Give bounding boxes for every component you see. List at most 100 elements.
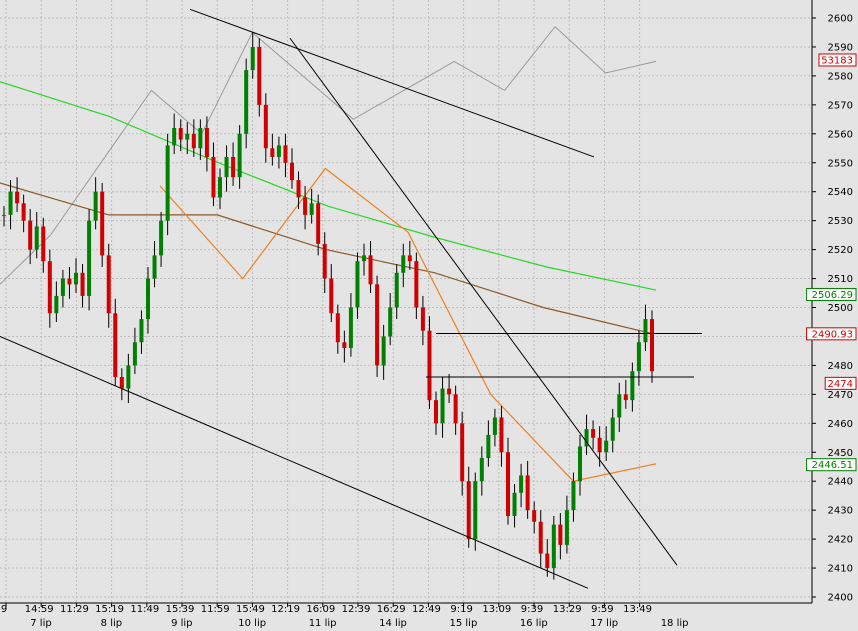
candle-body (257, 46, 262, 105)
candle-body (152, 255, 157, 279)
x-time-label: 13:29 (553, 604, 582, 615)
x-time-label: 14:59 (25, 604, 54, 615)
y-tick-label: 2580 (828, 71, 853, 82)
y-tick-label: 2460 (828, 419, 853, 430)
candle-body (420, 307, 425, 331)
candle-body (342, 342, 347, 349)
price-badge-label: 53183 (821, 55, 853, 66)
x-axis-band (0, 603, 858, 631)
candle-body (610, 417, 615, 441)
candle-body (250, 46, 255, 71)
candle-body (290, 162, 294, 181)
trendline-upper-channel (189, 8, 595, 158)
candle-body (394, 272, 399, 308)
x-time-label: 12:39 (342, 604, 371, 615)
candle-body (93, 191, 98, 221)
candle-body (362, 255, 366, 262)
candle-body (407, 255, 412, 262)
price-badges: 53183 2506.29 2490.93 2474 2446.51 (806, 53, 857, 472)
candle-body (650, 319, 654, 372)
candle-body (316, 203, 321, 244)
x-time-label: 11:29 (60, 604, 89, 615)
x-date-label: 9 lip (171, 618, 192, 629)
x-time-label: 9:39 (521, 604, 543, 615)
y-tick-label: 2500 (828, 303, 853, 314)
candle-body (191, 133, 196, 149)
x-axis: 9 14:59 11:29 15:19 11:49 15:39 11:59 15:49 12:1… (0, 602, 858, 631)
candle-body (447, 388, 452, 395)
ma-green-line (0, 81, 657, 291)
candle-body (100, 191, 105, 256)
price-badge-box (806, 327, 857, 341)
candle-body (643, 319, 648, 343)
candle-body (597, 437, 602, 453)
x-time-label: 13:49 (623, 604, 652, 615)
candle-body (466, 481, 471, 540)
candle-body (375, 284, 380, 366)
candle-body (218, 177, 222, 198)
y-tick-label: 2510 (828, 274, 853, 285)
candle-body (132, 342, 137, 366)
candle-body (211, 156, 216, 198)
candle-body (74, 272, 78, 285)
candle-body (106, 255, 111, 314)
price-badge-box (806, 458, 857, 472)
candle-body (322, 243, 327, 279)
x-time-label: 9:59 (591, 604, 613, 615)
candle-body (440, 388, 445, 424)
y-axis: 2600 2590 2580 2570 2560 2550 2540 2530 2520 2510… (811, 0, 853, 604)
candle-body (231, 156, 236, 178)
price-badge-box (824, 376, 857, 390)
candle-body (60, 278, 65, 296)
compare-line (0, 25, 657, 285)
candle-body (80, 272, 85, 296)
candle-body (604, 440, 609, 453)
y-tick-label: 2420 (828, 535, 853, 546)
price-badge-label: 2474 (828, 379, 853, 390)
candle-body (165, 145, 170, 221)
candle-body (237, 133, 242, 178)
candle-body (21, 203, 26, 221)
candle-body (172, 128, 177, 146)
x-date-label: 17 lip (590, 618, 618, 629)
candle-body (54, 295, 59, 314)
candle-body (185, 133, 190, 140)
grid-lines (0, 0, 812, 603)
candle-body (87, 220, 92, 296)
candle-body (558, 524, 563, 545)
y-tick-label: 2400 (828, 593, 853, 604)
candle-body (270, 148, 275, 157)
candle-body (506, 452, 510, 516)
candle-body (623, 394, 628, 401)
candle-body (119, 376, 124, 389)
x-date-label: 14 lip (379, 618, 407, 629)
x-date-label: 16 lip (520, 618, 548, 629)
y-tick-label: 2470 (828, 390, 853, 401)
x-date-label: 8 lip (101, 618, 122, 629)
candle-body (551, 524, 556, 569)
x-date-label: 10 lip (238, 618, 266, 629)
candle-body (519, 475, 524, 493)
y-tick-label: 2600 (828, 14, 853, 25)
candle-body (368, 255, 373, 285)
x-date-label: 11 lip (309, 618, 337, 629)
x-time-label: 16:29 (377, 604, 406, 615)
candle-body (545, 553, 550, 569)
candle-body (486, 434, 491, 459)
y-tick-label: 2410 (828, 564, 853, 575)
x-time-label: 15:19 (95, 604, 124, 615)
x-date-label: 18 lip (661, 618, 689, 629)
y-tick-label: 2430 (828, 506, 853, 517)
candle-body (492, 417, 497, 435)
candle-body (479, 458, 484, 482)
x-time-label: 15:49 (236, 604, 265, 615)
x-date-label: 7 lip (30, 618, 51, 629)
y-tick-label: 2560 (828, 129, 853, 140)
candle-body (2, 214, 6, 216)
candle-body (564, 510, 569, 545)
y-tick-label: 2570 (828, 100, 853, 111)
candles (2, 32, 654, 580)
x-time-label: 9:19 (450, 604, 472, 615)
candle-body (204, 128, 209, 157)
